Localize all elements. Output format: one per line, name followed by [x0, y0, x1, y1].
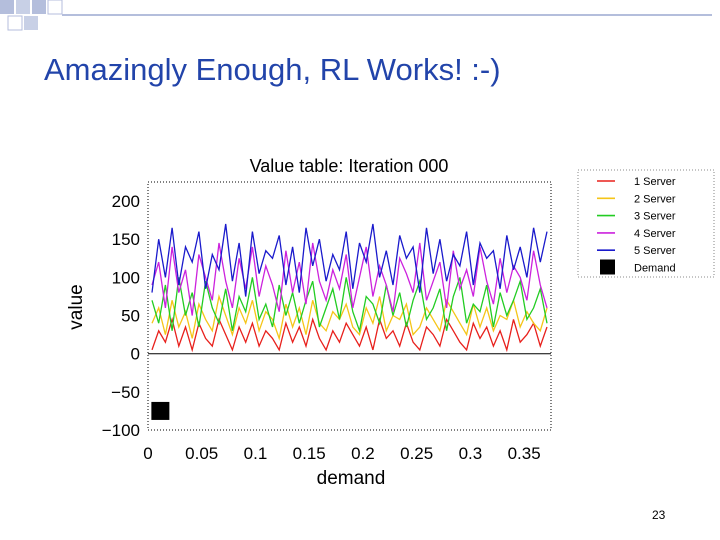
legend-label: 5 Server: [634, 245, 676, 257]
deco-square: [16, 0, 30, 14]
demand-marker: [151, 401, 170, 420]
title-underline: [62, 14, 712, 16]
x-tick-labels: 0 0.05 0.1 0.15 0.2 0.25 0.3 0.35: [143, 444, 540, 463]
legend: 1 Server 2 Server 3 Server 4 Server 5 Server…: [577, 169, 715, 278]
x-tick-label: 0.35: [508, 444, 541, 463]
y-tick-labels: 200 150 100 50 0 −50 −100: [102, 192, 140, 440]
x-tick-label: 0.25: [400, 444, 433, 463]
x-tick-label: 0.15: [293, 444, 326, 463]
x-tick-label: 0.1: [244, 444, 268, 463]
x-tick-label: 0: [143, 444, 152, 463]
x-tick-label: 0.3: [459, 444, 483, 463]
series-line-4-server: [151, 242, 548, 316]
plot-border: [147, 181, 552, 431]
series-lines: [151, 223, 548, 420]
x-tick-label: 0.2: [351, 444, 375, 463]
legend-box: [577, 169, 715, 278]
plot-frame: [147, 181, 552, 431]
legend-label: 4 Server: [634, 228, 676, 240]
y-tick-label: 150: [112, 230, 140, 249]
legend-swatch: [600, 259, 615, 275]
y-tick-label: 200: [112, 192, 140, 211]
legend-label: 2 Server: [634, 193, 676, 205]
page-number: 23: [652, 508, 666, 522]
deco-square: [47, 0, 63, 15]
legend-label: 1 Server: [634, 176, 676, 188]
decorative-squares: [0, 0, 63, 31]
y-tick-label: 0: [131, 345, 140, 364]
series-line-2-server: [151, 294, 548, 341]
x-axis-label: demand: [317, 468, 386, 489]
chart-title: Value table: Iteration 000: [250, 156, 449, 176]
y-axis-label: value: [66, 284, 87, 329]
y-tick-label: −50: [111, 383, 140, 402]
deco-square: [24, 16, 38, 30]
series-line-3-server: [151, 277, 548, 334]
legend-label: 3 Server: [634, 211, 676, 223]
y-tick-label: 100: [112, 268, 140, 287]
series-line-5-server: [151, 223, 548, 297]
series-line-1-server: [151, 316, 548, 353]
y-tick-label: −100: [102, 421, 140, 440]
legend-label: Demand: [634, 263, 676, 275]
deco-square: [7, 15, 23, 31]
slide-title: Amazingly Enough, RL Works! :-): [44, 52, 501, 87]
y-tick-label: 50: [121, 307, 140, 326]
x-tick-label: 0.05: [185, 444, 218, 463]
deco-square: [32, 0, 46, 14]
deco-square: [0, 0, 14, 14]
